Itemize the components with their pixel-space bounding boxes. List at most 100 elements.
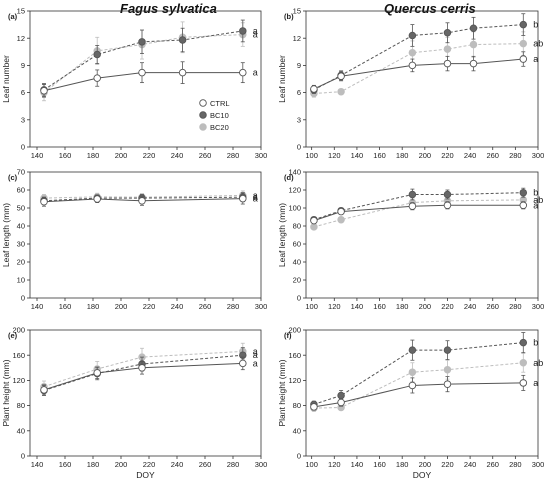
x-tick-label: 200 [115,460,128,469]
x-tick-label: 220 [441,302,454,311]
x-tick-label: 100 [305,460,318,469]
y-tick-label: 6 [297,88,301,97]
y-tick-label: 9 [297,61,301,70]
data-point [408,346,417,354]
plot-frame [305,10,539,148]
significance-letter: a [253,26,258,36]
data-point [408,381,417,390]
x-tick-label: 300 [532,151,545,160]
x-tick-label: 220 [441,151,454,160]
data-point [310,85,318,93]
data-point [337,398,345,407]
x-tick-label: 300 [532,460,545,469]
x-tick-label: 140 [31,460,44,469]
y-tick-label: 200 [288,326,301,335]
data-point [310,223,318,231]
y-tick-label: 6 [21,88,25,97]
data-point [519,201,528,210]
x-tick-label: 140 [31,302,44,311]
x-tick-label: 200 [419,302,432,311]
y-tick-label: 0 [21,294,25,303]
x-tick-label: 280 [227,151,240,160]
series-bc20: ab [310,352,543,412]
x-tick-label: 220 [441,460,454,469]
y-tick-label: 12 [293,34,301,43]
x-tick-label: 260 [199,460,212,469]
x-tick-label: 300 [532,302,545,311]
x-tick-label: 300 [255,151,268,160]
y-tick-label: 0 [21,452,25,461]
data-point [443,201,452,210]
series-ctrl: a [310,200,538,225]
y-tick-label: 40 [17,426,25,435]
series-line [313,58,524,90]
series-bc10: b [310,332,538,409]
data-point [443,29,452,37]
plot-frame [29,10,262,148]
y-tick-label: 3 [21,115,25,124]
x-tick-label: 120 [328,302,341,311]
data-point [93,74,101,82]
x-tick-label: 180 [87,302,100,311]
y-axis-title: Leaf number [277,55,287,103]
data-point [443,346,452,354]
data-point [337,87,345,96]
x-tick-label: 240 [171,151,184,160]
y-tick-label: 80 [293,401,301,410]
y-tick-label: 9 [21,61,25,70]
x-tick-label: 140 [351,302,364,311]
data-point [443,45,452,53]
y-tick-label: 140 [288,168,301,177]
series-bc10: a [40,192,258,205]
series-line [43,354,243,391]
panel-letter: (f) [284,331,292,340]
y-tick-label: 0 [297,294,301,303]
x-tick-label: 280 [509,302,522,311]
y-tick-label: 160 [288,351,301,360]
data-point [93,369,101,377]
y-tick-label: 80 [293,222,301,231]
x-tick-label: 160 [373,460,386,469]
legend-marker-bc10 [199,111,207,119]
series-ctrl: a [40,356,258,396]
data-point [138,197,146,205]
x-axis-title: DOY [136,470,155,480]
series-line [43,194,243,199]
y-tick-label: 10 [17,276,25,285]
y-tick-label: 160 [12,351,25,360]
y-tick-label: 30 [17,240,25,249]
series-ctrl: a [40,192,258,207]
panel-letter: (a) [8,12,18,21]
x-tick-label: 160 [59,460,72,469]
data-point [40,386,48,394]
y-tick-label: 0 [21,143,25,152]
panel-letter: (b) [284,12,294,21]
y-tick-label: 120 [12,376,25,385]
x-tick-label: 260 [486,302,499,311]
plot-frame [305,329,539,457]
significance-letter: a [253,350,258,360]
data-point [239,194,247,203]
y-tick-label: 100 [288,204,301,213]
y-tick-label: 0 [297,452,301,461]
x-tick-label: 240 [464,151,477,160]
significance-letter: b [533,188,538,198]
data-point [239,68,247,77]
x-tick-label: 240 [171,302,184,311]
data-point [519,55,528,63]
x-tick-label: 140 [351,151,364,160]
significance-letter: b [533,338,538,348]
significance-letter: a [253,190,258,200]
y-tick-label: 15 [293,7,301,16]
series-ctrl: a [310,51,538,93]
significance-letter: ab [533,39,543,49]
x-tick-label: 180 [87,460,100,469]
x-tick-label: 240 [171,460,184,469]
x-tick-label: 220 [143,460,156,469]
data-point [138,68,146,77]
data-point [239,27,247,35]
series-line [43,198,243,203]
panel-letter: (d) [284,173,294,182]
legend-marker-ctrl [199,99,207,107]
